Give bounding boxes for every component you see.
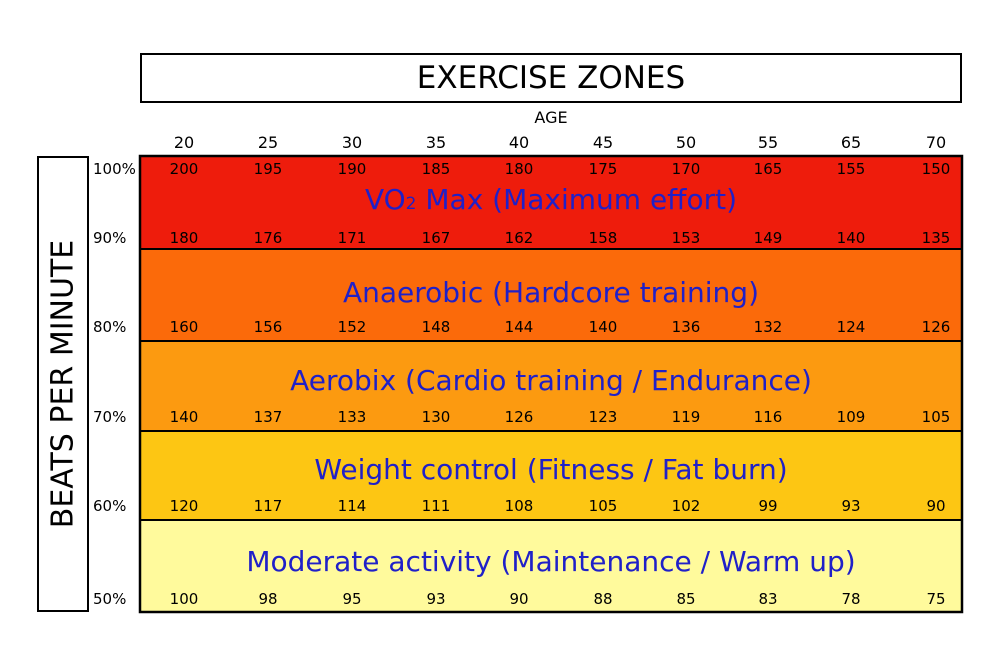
bpm-value: 75	[926, 590, 946, 608]
age-tick-label: 40	[508, 133, 530, 152]
bpm-value: 190	[337, 160, 367, 178]
y-axis-label: BEATS PER MINUTE	[45, 239, 81, 529]
bpm-value: 185	[421, 160, 451, 178]
zone-band	[139, 248, 963, 342]
bpm-value: 200	[169, 160, 199, 178]
bpm-value: 93	[841, 497, 861, 515]
percent-label: 90%	[93, 229, 127, 247]
bpm-value: 90	[926, 497, 946, 515]
percent-label: 60%	[93, 497, 127, 515]
percent-label: 80%	[93, 318, 127, 336]
age-tick-label: 30	[341, 133, 363, 152]
percent-label: 100%	[93, 160, 136, 178]
bpm-value: 88	[593, 590, 613, 608]
zone-name: Weight control (Fitness / Fat burn)	[314, 453, 788, 486]
age-tick-label: 55	[757, 133, 779, 152]
age-tick-label: 20	[173, 133, 195, 152]
zone-band	[139, 519, 963, 613]
bpm-value: 171	[337, 229, 367, 247]
bpm-value: 100	[169, 590, 199, 608]
bpm-value: 140	[836, 229, 866, 247]
percent-label: 50%	[93, 590, 127, 608]
age-tick-label: 35	[425, 133, 447, 152]
bpm-value: 119	[671, 408, 701, 426]
bpm-value: 135	[921, 229, 951, 247]
bpm-value: 132	[753, 318, 783, 336]
bpm-value: 90	[509, 590, 529, 608]
table-border	[138, 154, 964, 614]
bpm-value: 93	[426, 590, 446, 608]
bpm-value: 167	[421, 229, 451, 247]
bpm-value: 120	[169, 497, 199, 515]
bpm-value: 114	[337, 497, 367, 515]
bpm-value: 108	[504, 497, 534, 515]
bpm-value: 109	[836, 408, 866, 426]
bpm-value: 162	[504, 229, 534, 247]
bpm-value: 152	[337, 318, 367, 336]
age-tick-label: 45	[592, 133, 614, 152]
bpm-value: 149	[753, 229, 783, 247]
bpm-value: 102	[671, 497, 701, 515]
bpm-value: 116	[753, 408, 783, 426]
age-tick-label: 25	[257, 133, 279, 152]
age-tick-label: 70	[925, 133, 947, 152]
bpm-value: 85	[676, 590, 696, 608]
bpm-value: 133	[337, 408, 367, 426]
age-tick-label: 50	[675, 133, 697, 152]
zone-band	[139, 430, 963, 521]
bpm-value: 136	[671, 318, 701, 336]
age-tick-label: 65	[840, 133, 862, 152]
bpm-value: 150	[921, 160, 951, 178]
zone-band	[139, 155, 963, 250]
bpm-value: 105	[588, 497, 618, 515]
bpm-value: 130	[421, 408, 451, 426]
bpm-value: 99	[758, 497, 778, 515]
bpm-value: 170	[671, 160, 701, 178]
bpm-value: 83	[758, 590, 778, 608]
zone-band	[139, 340, 963, 432]
bpm-value: 195	[253, 160, 283, 178]
zone-name: Moderate activity (Maintenance / Warm up…	[246, 545, 856, 578]
chart-title: EXERCISE ZONES	[140, 53, 962, 103]
bpm-value: 165	[753, 160, 783, 178]
bpm-value: 140	[169, 408, 199, 426]
bpm-value: 111	[421, 497, 451, 515]
bpm-value: 95	[342, 590, 362, 608]
bpm-value: 176	[253, 229, 283, 247]
bpm-value: 126	[504, 408, 534, 426]
bpm-value: 117	[253, 497, 283, 515]
bpm-value: 180	[504, 160, 534, 178]
percent-label: 70%	[93, 408, 127, 426]
bpm-value: 137	[253, 408, 283, 426]
bpm-value: 144	[504, 318, 534, 336]
bpm-value: 153	[671, 229, 701, 247]
bpm-value: 148	[421, 318, 451, 336]
bpm-value: 123	[588, 408, 618, 426]
bpm-value: 180	[169, 229, 199, 247]
zone-name: VO2 Max (Maximum effort)	[364, 183, 738, 216]
zone-name: Aerobix (Cardio training / Endurance)	[290, 364, 812, 397]
bpm-value: 158	[588, 229, 618, 247]
y-axis-box	[37, 156, 89, 612]
x-axis-label: AGE	[534, 108, 568, 127]
zone-name: Anaerobic (Hardcore training)	[342, 276, 760, 309]
bpm-value: 105	[921, 408, 951, 426]
bpm-value: 156	[253, 318, 283, 336]
bpm-value: 124	[836, 318, 866, 336]
bpm-value: 98	[258, 590, 278, 608]
bpm-value: 160	[169, 318, 199, 336]
bpm-value: 155	[836, 160, 866, 178]
bpm-value: 126	[921, 318, 951, 336]
bpm-value: 140	[588, 318, 618, 336]
bpm-value: 78	[841, 590, 861, 608]
bpm-value: 175	[588, 160, 618, 178]
